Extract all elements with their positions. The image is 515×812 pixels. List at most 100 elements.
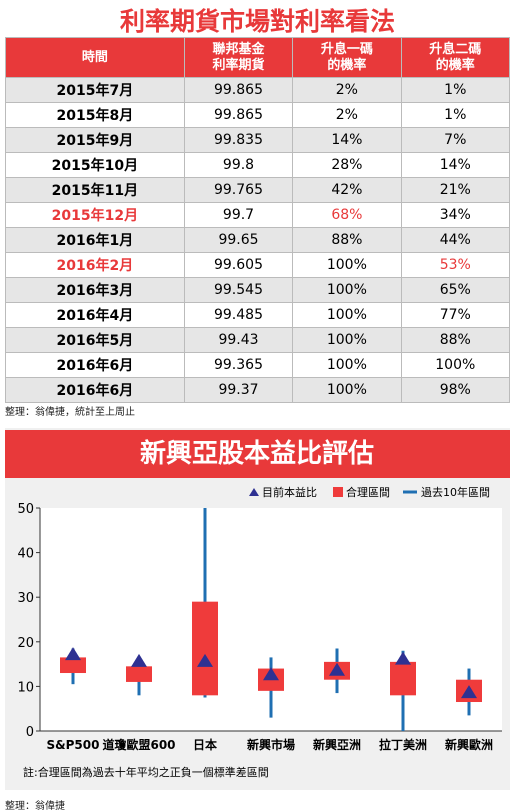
- chart-source: 整理：翁偉捷: [5, 801, 65, 812]
- table-cell: 2015年9月: [5, 127, 185, 153]
- table-row: 2015年9月 99.835 14% 7%: [5, 127, 511, 153]
- table-cell: 2016年1月: [5, 227, 185, 253]
- table-row: 2015年10月 99.8 28% 14%: [5, 152, 511, 178]
- current-marker: [131, 653, 147, 667]
- y-tick-label: 40: [17, 547, 34, 562]
- table-cell: 34%: [400, 202, 511, 228]
- header-cell: 升息二碼 的機率: [400, 37, 511, 78]
- table-cell: 99.7: [183, 202, 294, 228]
- table-row: 2016年4月 99.485 100% 77%: [5, 302, 511, 328]
- table-cell: 2015年10月: [5, 152, 185, 178]
- table-cell: 2016年2月: [5, 252, 185, 278]
- current-marker: [395, 651, 411, 665]
- table-cell: 88%: [400, 327, 511, 353]
- x-tick-label: 新興歐洲: [445, 737, 493, 752]
- x-tick-label: 日本: [193, 737, 217, 752]
- table-row: 2016年1月 99.65 88% 44%: [5, 227, 511, 253]
- table-cell: 14%: [400, 152, 511, 178]
- table-cell: 88%: [292, 227, 402, 253]
- table-cell: 99.8: [183, 152, 294, 178]
- table-row: 2015年7月 99.865 2% 1%: [5, 77, 511, 103]
- table-cell: 1%: [400, 77, 511, 103]
- table-cell: 99.485: [183, 302, 294, 328]
- range-box: [60, 657, 86, 674]
- table-cell: 100%: [292, 277, 402, 303]
- table-cell: 2%: [292, 77, 402, 103]
- table-cell: 21%: [400, 177, 511, 203]
- header-cell: 升息一碼 的機率: [292, 37, 402, 78]
- table-note: 整理：翁偉捷，統計至上周止: [5, 407, 135, 418]
- legend-label: 過去10年區間: [421, 485, 490, 499]
- current-marker: [263, 667, 279, 681]
- y-tick-label: 20: [17, 636, 34, 651]
- chart-title-bg: [5, 430, 510, 478]
- table-cell: 65%: [400, 277, 511, 303]
- table-row: 2016年3月 99.545 100% 65%: [5, 277, 511, 303]
- table-cell: 1%: [400, 102, 511, 128]
- x-tick-label: 拉丁美洲: [379, 737, 427, 752]
- table-cell: 99.765: [183, 177, 294, 203]
- chart-title: 新興亞股本益比評估: [140, 438, 374, 469]
- range-box: [390, 661, 416, 696]
- table-cell: 98%: [400, 377, 511, 403]
- legend-label: 目前本益比: [262, 485, 317, 499]
- table-row: 2016年6月 99.37 100% 98%: [5, 377, 511, 403]
- table-cell: 7%: [400, 127, 511, 153]
- table-cell: 2015年12月: [5, 202, 185, 228]
- table-cell: 100%: [292, 252, 402, 278]
- table-cell: 100%: [292, 302, 402, 328]
- table-cell: 99.43: [183, 327, 294, 353]
- table-cell: 99.865: [183, 77, 294, 103]
- table-cell: 2015年7月: [5, 77, 185, 103]
- rate-table: 時間 聯邦基金 利率期貨 升息一碼 的機率 升息二碼 的機率 2015年7月 99.865…: [5, 37, 511, 403]
- table-cell: 53%: [400, 252, 511, 278]
- x-tick-label: 新興亞洲: [313, 737, 361, 752]
- legend-label: 合理區間: [346, 485, 390, 499]
- table-cell: 28%: [292, 152, 402, 178]
- header-cell: 聯邦基金 利率期貨: [183, 37, 294, 78]
- current-marker: [197, 653, 213, 667]
- table-cell: 2016年6月: [5, 377, 185, 403]
- table-cell: 100%: [292, 377, 402, 403]
- table-row: 2015年8月 99.865 2% 1%: [5, 102, 511, 128]
- table-cell: 99.835: [183, 127, 294, 153]
- chart: 新興亞股本益比評估 註:合理區間為過去十年平均之正負一個標準差區間 0 10 20 3…: [5, 428, 510, 790]
- table-cell: 2016年6月: [5, 352, 185, 378]
- table-cell: 99.865: [183, 102, 294, 128]
- table-cell: 100%: [292, 327, 402, 353]
- table-cell: 2015年11月: [5, 177, 185, 203]
- table-cell: 2016年3月: [5, 277, 185, 303]
- table-row: 2016年5月 99.43 100% 88%: [5, 327, 511, 353]
- table-cell: 68%: [292, 202, 402, 228]
- table-cell: 2016年4月: [5, 302, 185, 328]
- table-title: 利率期貨市場對利率看法: [119, 7, 395, 36]
- table-row: 2015年11月 99.765 42% 21%: [5, 177, 511, 203]
- current-marker: [65, 647, 81, 661]
- table-cell: 77%: [400, 302, 511, 328]
- y-tick-label: 30: [17, 591, 34, 606]
- legend-marker: [249, 488, 259, 496]
- table-cell: 99.605: [183, 252, 294, 278]
- table-row: 2016年2月 99.605 100% 53%: [5, 252, 511, 278]
- table-cell: 44%: [400, 227, 511, 253]
- table-cell: 2015年8月: [5, 102, 185, 128]
- table-cell: 42%: [292, 177, 402, 203]
- range-box: [192, 601, 218, 696]
- y-tick-label: 50: [17, 502, 34, 517]
- table-cell: 100%: [292, 352, 402, 378]
- table-cell: 99.545: [183, 277, 294, 303]
- table-cell: 99.65: [183, 227, 294, 253]
- table-cell: 100%: [400, 352, 511, 378]
- table-cell: 99.365: [183, 352, 294, 378]
- x-tick-label: 道瓊歐盟600: [102, 737, 175, 752]
- table-row: 2016年6月 99.365 100% 100%: [5, 352, 511, 378]
- header-cell: 時間: [5, 37, 185, 78]
- y-tick-label: 0: [26, 725, 34, 740]
- table-cell: 2016年5月: [5, 327, 185, 353]
- current-marker: [329, 662, 345, 676]
- table-cell: 2%: [292, 102, 402, 128]
- chart-note: 註:合理區間為過去十年平均之正負一個標準差區間: [23, 765, 269, 779]
- table-cell: 14%: [292, 127, 402, 153]
- table-cell: 99.37: [183, 377, 294, 403]
